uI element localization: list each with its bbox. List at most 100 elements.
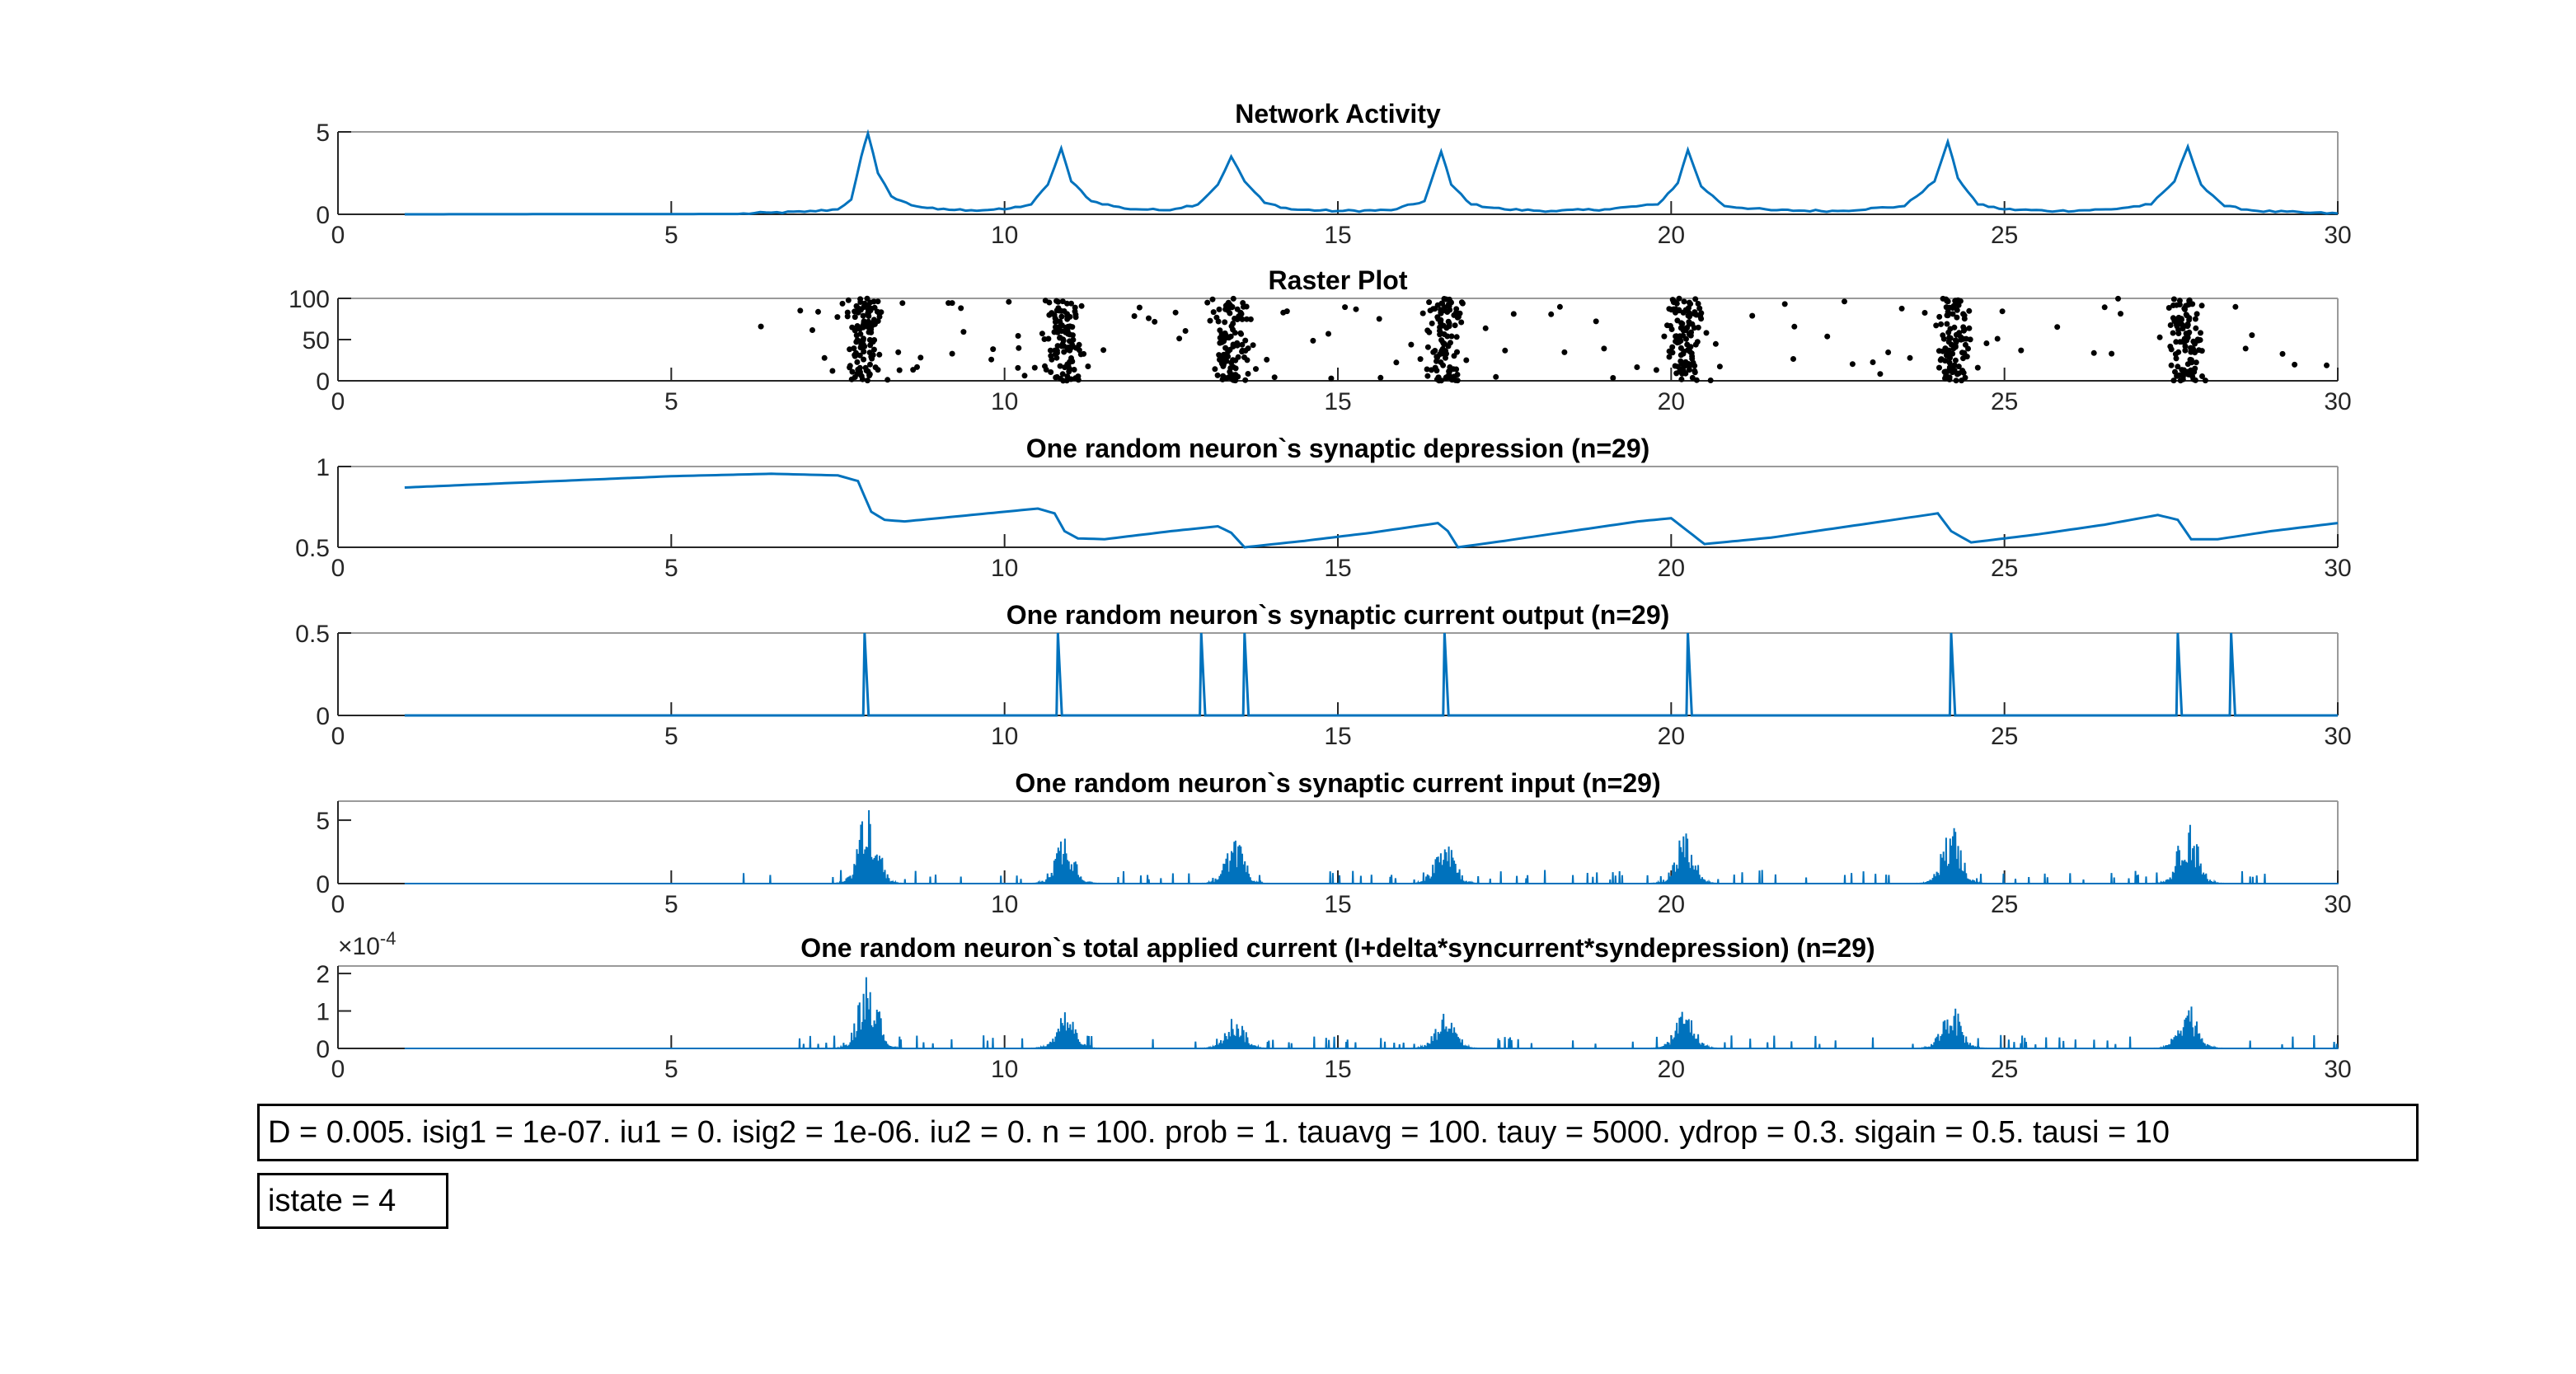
- spike-dot: [2101, 304, 2108, 311]
- spike-dot: [1696, 305, 1703, 312]
- spike-dot: [1946, 376, 1953, 382]
- spike-dot: [1146, 315, 1152, 321]
- spike-dot: [1961, 316, 1968, 322]
- spike-dot: [1949, 364, 1955, 371]
- spike-dot: [2018, 347, 2025, 354]
- spike-dot: [2090, 349, 2097, 356]
- spike-dot: [1692, 363, 1698, 369]
- spike-dot: [2167, 322, 2174, 328]
- x-tick-label: 20: [1658, 555, 1685, 582]
- spike-dot: [867, 342, 874, 349]
- y-tick-label: 1: [316, 999, 330, 1026]
- spike-dot: [1944, 298, 1950, 304]
- y-tick-label: 0: [316, 703, 330, 730]
- series-line: [404, 129, 2339, 216]
- spike-dot: [1885, 349, 1892, 355]
- spike-dot: [1227, 310, 1233, 317]
- spike-dot: [1676, 295, 1682, 302]
- spike-dot: [1681, 298, 1687, 305]
- spike-dot: [1921, 310, 1928, 316]
- y-tick-label: 0: [316, 202, 330, 229]
- spike-dot: [1674, 340, 1681, 346]
- spike-dot: [1955, 302, 1962, 308]
- spike-dot: [949, 350, 955, 357]
- spike-dot: [1686, 299, 1692, 306]
- spike-dot: [1216, 352, 1222, 359]
- spike-dot: [1230, 326, 1236, 333]
- spike-dot: [1227, 346, 1233, 353]
- spike-dot: [1239, 341, 1246, 348]
- spike-dot: [1451, 373, 1457, 380]
- spike-dot: [866, 373, 873, 379]
- spike-dot: [856, 352, 863, 359]
- spike-dot: [2324, 362, 2330, 368]
- x-tick-label: 30: [2324, 723, 2351, 750]
- y-tick-label: 0: [316, 871, 330, 898]
- spike-dot: [1310, 337, 1316, 344]
- spike-dot: [851, 345, 857, 352]
- spike-dot: [2054, 324, 2061, 331]
- spike-dot: [1048, 353, 1054, 359]
- spike-dot: [1712, 340, 1719, 347]
- spike-dot: [1438, 320, 1444, 326]
- spike-dot: [1217, 340, 1223, 346]
- spike-dot: [1692, 368, 1698, 374]
- x-tick-label: 25: [1991, 388, 2018, 415]
- spike-dot: [847, 346, 853, 353]
- spike-dot: [1217, 356, 1222, 363]
- spike-dot: [2179, 339, 2185, 345]
- spike-dot: [876, 310, 883, 317]
- spike-dot: [1059, 298, 1066, 305]
- spike-dot: [1824, 333, 1831, 340]
- spike-dot: [1668, 307, 1675, 313]
- spike-dot: [1693, 377, 1700, 383]
- x-tick-label: 10: [991, 222, 1018, 249]
- spike-dot: [1548, 311, 1555, 317]
- spike-dot: [1686, 367, 1692, 373]
- spike-dot: [1242, 337, 1249, 344]
- spike-dot: [1204, 299, 1211, 306]
- spike-dot: [845, 297, 852, 303]
- spike-dot: [1686, 321, 1692, 327]
- spike-dot: [1042, 363, 1048, 369]
- spike-dot: [797, 307, 804, 314]
- spike-dot: [2156, 334, 2163, 340]
- spike-dot: [1433, 354, 1440, 360]
- spike-dot: [1438, 300, 1445, 307]
- x-tick-label: 10: [991, 1056, 1018, 1083]
- spike-dot: [1936, 313, 1943, 320]
- spike-dot: [1446, 296, 1452, 302]
- spike-dot: [1426, 329, 1433, 335]
- spike-dot: [1673, 333, 1680, 340]
- spike-dot: [1243, 303, 1250, 310]
- spike-dot: [1445, 318, 1452, 325]
- x-tick-label: 10: [991, 723, 1018, 750]
- spike-dot: [867, 307, 874, 314]
- spike-dot: [858, 338, 865, 345]
- spike-dot: [867, 361, 873, 368]
- spike-dot: [1430, 349, 1437, 355]
- spike-dot: [1064, 300, 1070, 307]
- chart-title: One random neuron`s total applied curren…: [800, 933, 1875, 963]
- spike-dot: [1944, 321, 1950, 327]
- spike-dot: [1493, 373, 1499, 380]
- spike-dot: [857, 299, 864, 305]
- parameters-text: D = 0.005. isig1 = 1e-07. iu1 = 0. isig2…: [268, 1114, 2170, 1150]
- spike-dot: [1453, 334, 1460, 340]
- spike-dot: [1965, 345, 1971, 352]
- spike-dot: [1960, 355, 1966, 362]
- spike-dot: [1049, 310, 1055, 317]
- spike-dot: [1653, 367, 1659, 373]
- spike-dot: [1131, 313, 1138, 319]
- spike-dot: [1482, 325, 1489, 331]
- spike-dot: [958, 305, 964, 312]
- x-tick-label: 25: [1991, 723, 2018, 750]
- spike-dot: [1443, 354, 1448, 361]
- spike-dot: [1661, 333, 1668, 340]
- spike-dot: [1242, 377, 1249, 383]
- spike-dot: [1326, 331, 1331, 337]
- spike-dot: [857, 331, 864, 337]
- spike-dot: [861, 318, 867, 325]
- spike-dot: [1686, 331, 1692, 337]
